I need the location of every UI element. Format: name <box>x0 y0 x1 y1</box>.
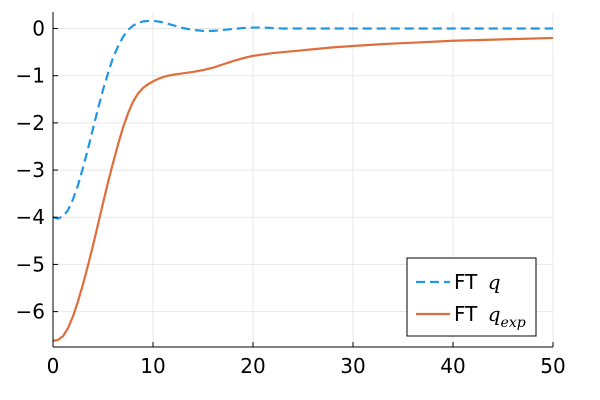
legend-label-1: FT q <box>454 270 501 294</box>
x-tick-label: 30 <box>340 354 365 378</box>
legend-prefix: FT <box>454 302 484 326</box>
x-tick-label: 20 <box>240 354 265 378</box>
x-tick-label: 40 <box>440 354 465 378</box>
legend-symbol: q <box>488 302 501 326</box>
legend-subscript: exp <box>501 315 526 331</box>
y-tick-label: −2 <box>16 111 45 135</box>
series-line-1 <box>52 19 553 220</box>
y-tick-label: −4 <box>16 205 45 229</box>
legend-box <box>406 257 537 337</box>
legend: FT qFT qexp <box>406 257 537 337</box>
legend-prefix: FT <box>454 270 484 294</box>
axes-layer: 0 10 20 30 40 50 0 −1 −2 −3 −4 −5 −6 <box>16 12 566 378</box>
legend-label-2: FT qexp <box>454 302 526 331</box>
series-layer <box>52 19 554 342</box>
y-tick-label: −6 <box>16 300 45 324</box>
x-tick-label: 50 <box>540 354 565 378</box>
y-tick-label: −1 <box>16 64 45 88</box>
x-tick-label: 0 <box>47 354 60 378</box>
y-tick-label: −5 <box>16 252 45 276</box>
legend-symbol: q <box>488 270 501 294</box>
y-tick-label: −3 <box>16 158 45 182</box>
y-tick-label: 0 <box>32 17 45 41</box>
x-tick-label: 10 <box>140 354 165 378</box>
series-line-2 <box>52 36 554 342</box>
